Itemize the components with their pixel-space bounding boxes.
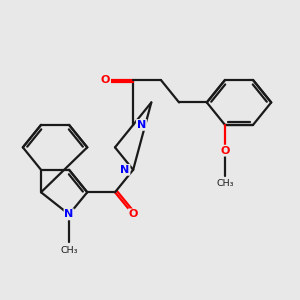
Text: O: O xyxy=(101,75,110,85)
Text: O: O xyxy=(128,209,138,219)
Text: N: N xyxy=(64,209,74,219)
Text: CH₃: CH₃ xyxy=(216,178,234,188)
Text: O: O xyxy=(220,146,230,156)
Text: N: N xyxy=(137,120,146,130)
Text: N: N xyxy=(120,165,130,175)
Text: CH₃: CH₃ xyxy=(60,246,78,255)
